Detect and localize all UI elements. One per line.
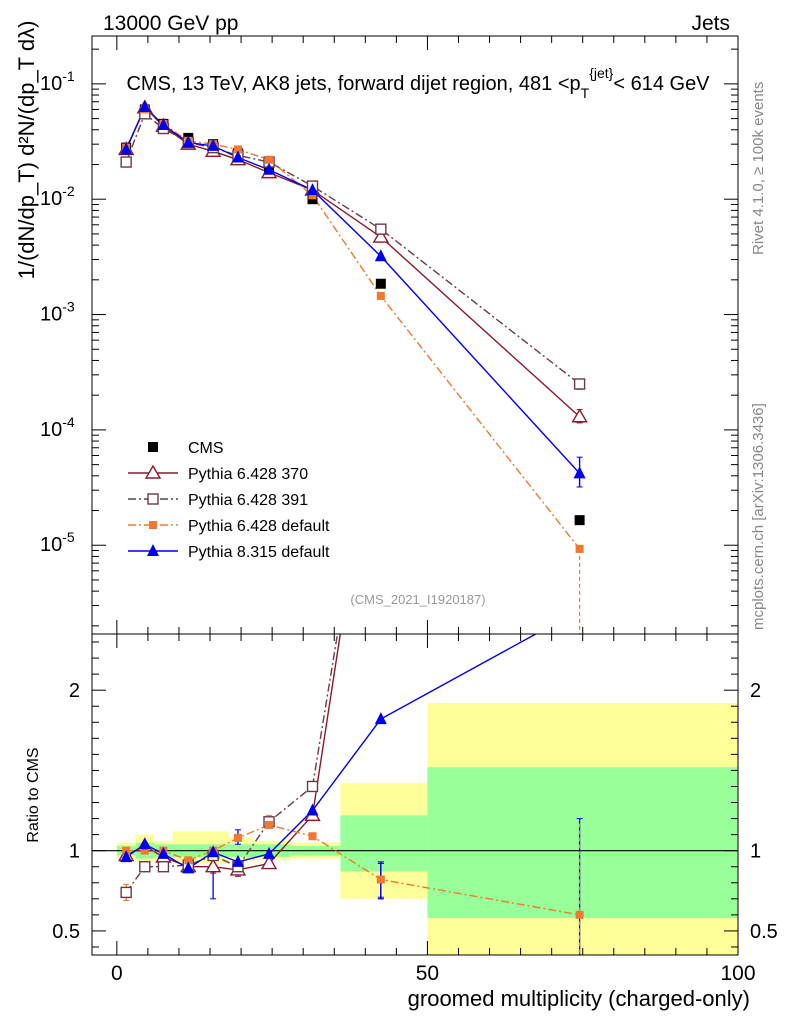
legend-marker — [149, 521, 157, 529]
ratio-series-line — [125, 634, 538, 870]
data-point — [374, 249, 387, 262]
ratio-panel: 0.5 0.5 1 1 2 2 0 50 100 Ratio to CMS — [25, 633, 778, 985]
mcplots-label: mcplots.cern.ch [arXiv:1306.3436] — [750, 403, 767, 630]
series-line — [125, 105, 581, 474]
ratio-y-tick-label-right: 2 — [750, 680, 761, 702]
ratio-y-tick-label: 2 — [69, 680, 80, 702]
legend-label: Pythia 6.428 default — [188, 518, 330, 535]
ratio-data-point — [182, 861, 195, 874]
data-point — [575, 544, 584, 553]
data-point — [120, 156, 132, 168]
ratio-data-point — [376, 875, 385, 884]
header-right: Jets — [691, 12, 730, 35]
legend-label: Pythia 8.315 default — [188, 544, 330, 561]
ratio-data-point — [140, 846, 149, 855]
data-point — [138, 100, 151, 113]
data-point — [207, 138, 220, 151]
ratio-data-point — [263, 846, 276, 859]
data-point — [375, 278, 386, 289]
ratio-data-point — [157, 846, 170, 859]
data-point — [306, 183, 319, 196]
y-tick-label: 10-3 — [40, 299, 75, 326]
y-tick-label: 10-2 — [40, 183, 75, 210]
ratio-data-point — [233, 833, 242, 842]
data-point — [375, 223, 387, 235]
ratio-data-point — [207, 845, 220, 858]
data-point — [571, 408, 588, 423]
main-panel: 10-5 10-4 10-3 10-2 10-1 CMS, 13 TeV, AK8 jet… — [14, 21, 739, 635]
ratio-frame — [91, 633, 739, 956]
data-point — [574, 515, 585, 526]
ratio-data-point — [265, 820, 274, 829]
data-point — [573, 378, 586, 390]
x-tick-label: 100 — [720, 962, 755, 985]
analysis-tag: (CMS_2021_I1920187) — [350, 592, 485, 607]
y-axis-label: 1/(dN/dp_T) d²N/(dp_T dλ) — [14, 21, 39, 280]
ratio-y-axis-label: Ratio to CMS — [25, 747, 42, 842]
ratio-data-point — [204, 858, 222, 873]
data-point — [263, 162, 276, 175]
rivet-label: Rivet 4.1.0, ≥ 100k events — [750, 82, 767, 255]
ratio-data-point — [374, 712, 387, 725]
data-point — [376, 291, 385, 300]
ratio-data-point — [306, 780, 319, 793]
ratio-y-tick-label-right: 0.5 — [750, 921, 778, 943]
data-point — [265, 155, 274, 164]
ratio-data-point — [184, 856, 193, 865]
data-point — [233, 145, 242, 154]
ratio-data-point — [120, 886, 132, 899]
y-tick-label: 10-1 — [40, 68, 75, 95]
series-line — [125, 106, 581, 418]
data-point — [182, 135, 195, 148]
ratio-data-point — [260, 855, 278, 870]
legend-label: Pythia 6.428 370 — [188, 466, 308, 483]
ratio-data-point — [308, 832, 317, 841]
ratio-y-tick-label-right: 1 — [750, 841, 761, 863]
chart-title: CMS, 13 TeV, AK8 jets, forward dijet reg… — [126, 65, 710, 101]
x-axis-label: groomed multiplicity (charged-only) — [408, 986, 750, 1011]
data-point — [120, 142, 133, 155]
ratio-y-tick-label: 0.5 — [52, 921, 80, 943]
ratio-series-line — [126, 824, 580, 916]
header-left: 13000 GeV pp — [103, 12, 238, 35]
legend-marker — [147, 544, 159, 556]
ratio-data-point — [575, 910, 584, 919]
ratio-data-point — [231, 854, 244, 867]
ratio-data-point — [138, 837, 151, 850]
ratio-data-point — [306, 803, 319, 816]
legend-label: Pythia 6.428 391 — [188, 492, 308, 509]
x-tick-label: 50 — [416, 962, 439, 985]
data-point — [157, 117, 170, 130]
ratio-data-point — [157, 861, 170, 873]
ratio-plot-area — [92, 634, 738, 955]
uncertainty-band-green — [340, 815, 428, 872]
data-point — [308, 191, 317, 200]
legend-label: CMS — [188, 440, 224, 457]
series-line — [125, 112, 581, 385]
legend-marker — [148, 442, 158, 452]
data-point — [372, 228, 390, 243]
ratio-y-tick-label: 1 — [69, 841, 80, 863]
legend-marker — [147, 493, 159, 505]
ratio-data-point — [139, 861, 151, 873]
x-tick-label: 0 — [111, 962, 123, 985]
ratio-data-point — [120, 850, 133, 863]
data-point — [231, 150, 244, 163]
legend-marker — [144, 464, 162, 479]
y-tick-label: 10-5 — [40, 529, 75, 556]
y-tick-label: 10-4 — [40, 414, 75, 441]
data-point — [573, 466, 586, 479]
uncertainty-band-green — [427, 767, 738, 919]
